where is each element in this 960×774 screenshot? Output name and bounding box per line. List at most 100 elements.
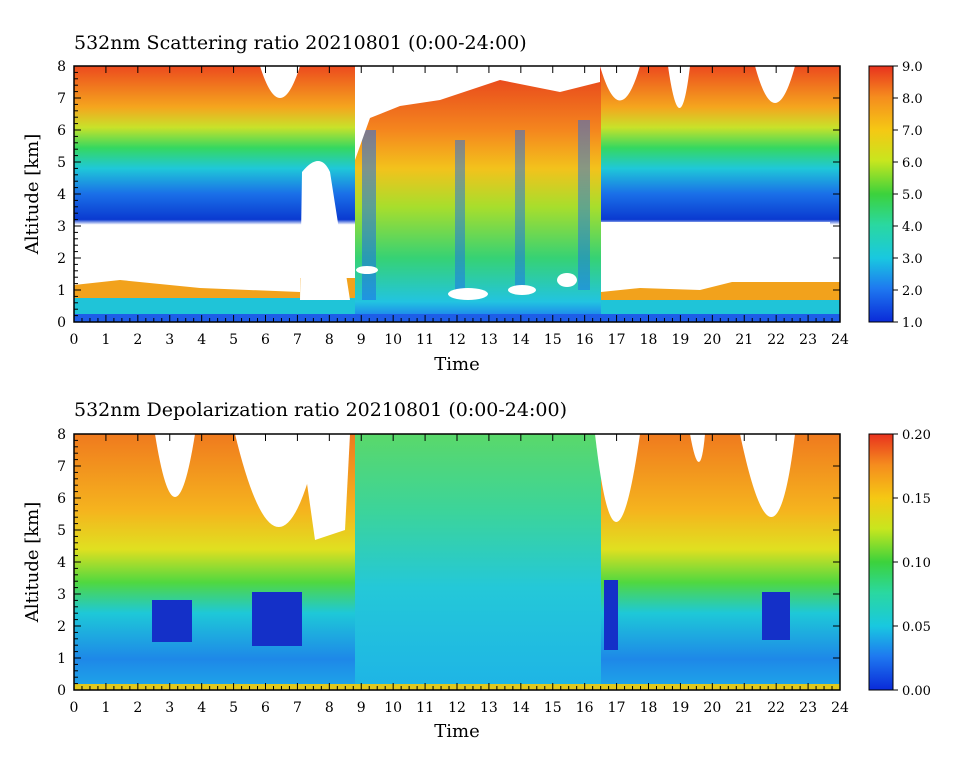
scattering-colorbar	[868, 65, 894, 323]
x-tick-label: 16	[576, 700, 594, 716]
colorbar-tick-label: 0.20	[902, 428, 931, 443]
x-tick-label: 5	[229, 332, 238, 348]
x-tick-label: 23	[799, 700, 817, 716]
y-tick-label: 2	[57, 619, 66, 635]
scattering-colorbar-ticks: 1.0 2.0 3.0 4.0 5.0 6.0 7.0 8.0 9.0	[893, 60, 923, 331]
scattering-panel: 532nm Scattering ratio 20210801 (0:00-24…	[22, 32, 923, 375]
x-tick-label: 14	[512, 700, 530, 716]
cloud-base-gap-3	[557, 273, 577, 287]
scattering-title: 532nm Scattering ratio 20210801 (0:00-24…	[74, 32, 527, 54]
clear-gap-lower-left	[74, 228, 300, 292]
scattering-axis-ticks: 0 1 2 3 4 5 6 7 8 9 10 11 12 13 14 15 16 17 18 19 20 21 22 23 24…	[57, 59, 849, 348]
x-tick-label: 6	[261, 700, 270, 716]
colorbar-tick-label: 8.0	[902, 92, 923, 107]
y-tick-label: 1	[57, 283, 66, 299]
x-tick-label: 13	[480, 700, 498, 716]
x-tick-label: 0	[70, 700, 79, 716]
colorbar-tick-label: 1.0	[902, 316, 923, 331]
scattering-ylabel: Altitude [km]	[22, 134, 43, 256]
cloud-column-1	[362, 130, 376, 300]
clear-top-dip-4	[668, 66, 690, 108]
x-tick-label: 21	[735, 700, 753, 716]
profile-gap-0730	[300, 161, 350, 300]
clear-top-dip-3	[755, 66, 795, 103]
x-tick-label: 5	[229, 700, 238, 716]
depolarization-plot-area	[74, 434, 840, 690]
y-tick-label: 8	[57, 427, 66, 443]
x-tick-label: 12	[448, 332, 466, 348]
cloud-base-gap-4	[356, 266, 378, 274]
x-tick-label: 3	[165, 700, 174, 716]
x-tick-label: 15	[544, 332, 562, 348]
colorbar-tick-label: 0.10	[902, 556, 931, 571]
depolarization-colorbar-ticks: 0.00 0.05 0.10 0.15 0.20	[893, 428, 931, 699]
x-tick-label: 11	[416, 332, 434, 348]
cloud-top-gap	[355, 66, 600, 160]
depolarization-panel: 532nm Depolarization ratio 20210801 (0:0…	[22, 399, 931, 742]
dp-top-dip-2	[235, 434, 320, 527]
depolarization-ylabel: Altitude [km]	[22, 502, 43, 624]
x-tick-label: 24	[831, 700, 849, 716]
cloud-base-gap-1	[448, 288, 488, 300]
depolarization-xlabel: Time	[434, 721, 479, 742]
x-tick-label: 18	[640, 332, 658, 348]
y-tick-label: 0	[57, 315, 66, 331]
dp-top-dip-3	[595, 434, 640, 522]
y-tick-label: 7	[57, 91, 66, 107]
surface-layer-right-inner	[601, 300, 840, 314]
colorbar-tick-label: 0.15	[902, 492, 931, 507]
colorbar-tick-label: 4.0	[902, 220, 923, 235]
x-tick-label: 9	[357, 700, 366, 716]
y-tick-label: 6	[57, 491, 66, 507]
dp-top-dip-4	[690, 434, 705, 462]
blue-pocket-1	[152, 600, 192, 642]
cloud-base-gap-2	[508, 285, 536, 295]
x-tick-label: 20	[703, 332, 721, 348]
x-tick-label: 23	[799, 332, 817, 348]
y-tick-label: 6	[57, 123, 66, 139]
depolarization-colorbar	[868, 433, 894, 691]
x-tick-label: 16	[576, 332, 594, 348]
y-tick-label: 7	[57, 459, 66, 475]
x-tick-label: 4	[197, 700, 206, 716]
y-tick-label: 4	[57, 555, 66, 571]
clear-gap-lower-right	[601, 222, 830, 292]
surface-layer-left-inner	[74, 298, 355, 314]
x-tick-label: 7	[293, 700, 302, 716]
cloud-column-4	[578, 120, 590, 290]
colorbar-tick-label: 0.00	[902, 684, 931, 699]
x-tick-label: 8	[325, 332, 334, 348]
x-tick-label: 21	[735, 332, 753, 348]
x-tick-label: 13	[480, 332, 498, 348]
blue-pocket-4	[762, 592, 790, 640]
cloud-column-2	[455, 140, 465, 290]
x-tick-label: 19	[672, 700, 690, 716]
colorbar-tick-label: 6.0	[902, 156, 923, 171]
y-tick-label: 4	[57, 187, 66, 203]
blue-pocket-2	[252, 592, 302, 646]
colorbar-tick-label: 3.0	[902, 252, 923, 267]
blue-pocket-3	[604, 580, 618, 650]
x-tick-label: 12	[448, 700, 466, 716]
x-tick-label: 2	[133, 700, 142, 716]
y-tick-label: 5	[57, 523, 66, 539]
y-tick-label: 5	[57, 155, 66, 171]
dp-top-dip-1	[155, 434, 195, 497]
x-tick-label: 24	[831, 332, 849, 348]
x-tick-label: 17	[608, 332, 626, 348]
x-tick-label: 22	[767, 332, 785, 348]
scattering-plot-area	[74, 66, 840, 322]
x-tick-label: 8	[325, 700, 334, 716]
x-tick-label: 3	[165, 332, 174, 348]
depolarization-cloud-field	[355, 434, 601, 690]
y-tick-label: 8	[57, 59, 66, 75]
x-tick-label: 10	[384, 700, 402, 716]
cloud-column-3	[515, 130, 525, 290]
dp-top-dip-5	[740, 434, 795, 517]
x-tick-label: 1	[101, 700, 110, 716]
x-tick-label: 2	[133, 332, 142, 348]
colorbar-tick-label: 9.0	[902, 60, 923, 75]
x-tick-label: 9	[357, 332, 366, 348]
y-tick-label: 1	[57, 651, 66, 667]
